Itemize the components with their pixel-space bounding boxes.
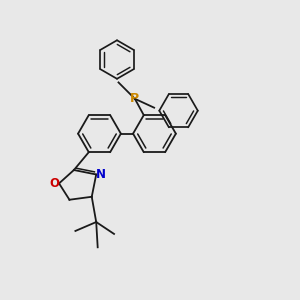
Text: P: P <box>130 92 140 105</box>
Text: N: N <box>96 168 106 181</box>
Text: O: O <box>49 177 59 190</box>
